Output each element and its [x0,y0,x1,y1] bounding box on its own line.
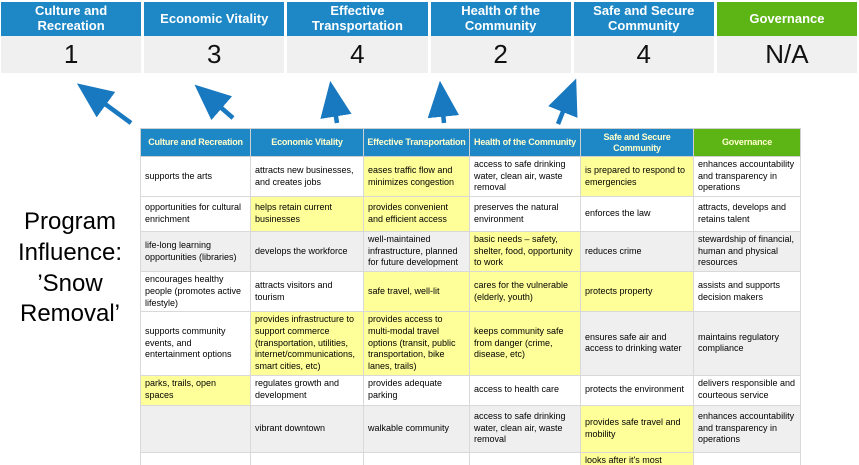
up-arrow-icon [194,84,235,121]
matrix-cell: keeps community safe from danger (crime,… [469,311,581,376]
matrix-cell: provides infrastructure to support comme… [250,311,364,376]
matrix-cell [693,451,801,465]
up-arrow-icon [320,80,352,124]
matrix-cell [250,451,364,465]
matrix-cell: maintains regulatory compliance [693,311,801,376]
matrix-cell: enhances accountability and transparency… [693,404,801,453]
matrix-cell: helps retain current businesses [250,196,364,233]
table-row: supports the arts attracts new businesses… [140,155,801,198]
matrix-cell: attracts new businesses, and creates job… [250,155,364,198]
matrix-cell: attracts, develops and retains talent [693,196,801,233]
matrix-cell: parks, trails, open spaces [140,374,251,406]
matrix-cell: regulates growth and development [250,374,364,406]
matrix-cell: eases traffic flow and minimizes congest… [363,155,470,198]
table-header-row: Culture and Recreation Economic Vitality E… [140,128,801,157]
banner-header-economic-vitality: Economic Vitality [144,2,285,36]
matrix-cell: supports community events, and entertain… [140,311,251,376]
matrix-cell: enforces the law [580,196,694,233]
influence-matrix: Culture and Recreation Economic Vitality E… [140,128,801,465]
banner-column-culture-and-recreation: Culture and Recreation 1 [1,2,142,73]
score-banner: Culture and Recreation 1 Economic Vitality… [1,2,857,73]
table-row: supports community events, and entertain… [140,311,801,376]
matrix-cell: access to safe drinking water, clean air… [469,155,581,198]
matrix-cell: basic needs – safety, shelter, food, opp… [469,231,581,273]
banner-header-safe-and-secure-community: Safe and Secure Community [573,2,714,36]
column-header-safe-and-secure-community: Safe and Secure Community [580,128,694,157]
column-header-economic-vitality: Economic Vitality [250,128,364,157]
banner-score-safe-and-secure-community: 4 [573,36,714,73]
up-arrow-icon [76,83,133,125]
column-header-effective-transportation: Effective Transportation [363,128,470,157]
banner-column-effective-transportation: Effective Transportation 4 [287,2,428,73]
banner-header-culture-and-recreation: Culture and Recreation [1,2,142,36]
matrix-cell: protects the environment [580,374,694,406]
table-row: vibrant downtown walkable community access… [140,404,801,453]
table-row: opportunities for cultural enrichment hel… [140,196,801,233]
banner-score-economic-vitality: 3 [144,36,285,73]
matrix-cell: safe travel, well-lit [363,271,470,313]
matrix-cell: protects property [580,271,694,313]
banner-score-governance: N/A [716,36,857,73]
banner-header-health-of-the-community: Health of the Community [430,2,571,36]
matrix-cell: encourages healthy people (promotes acti… [140,271,251,313]
column-header-health-of-the-community: Health of the Community [469,128,581,157]
matrix-cell: ensures safe air and access to drinking … [580,311,694,376]
matrix-cell: reduces crime [580,231,694,273]
matrix-cell: provides safe travel and mobility [580,404,694,453]
matrix-cell: supports the arts [140,155,251,198]
column-header-governance: Governance [693,128,801,157]
banner-column-safe-and-secure-community: Safe and Secure Community 4 [573,2,714,73]
matrix-cell [140,404,251,453]
matrix-cell: is prepared to respond to emergencies [580,155,694,198]
matrix-cell: stewardship of financial, human and phys… [693,231,801,273]
banner-column-economic-vitality: Economic Vitality 3 [144,2,285,73]
banner-score-culture-and-recreation: 1 [1,36,142,73]
matrix-cell: provides access to multi-modal travel op… [363,311,470,376]
matrix-cell: provides adequate parking [363,374,470,406]
matrix-cell: looks after it's most vulnerable [580,451,694,465]
table-row: parks, trails, open spaces regulates grow… [140,374,801,406]
matrix-cell [140,451,251,465]
matrix-cell: preserves the natural environment [469,196,581,233]
matrix-cell: opportunities for cultural enrichment [140,196,251,233]
matrix-cell: life-long learning opportunities (librar… [140,231,251,273]
banner-header-governance: Governance [716,2,857,36]
table-row: looks after it's most vulnerable [140,451,801,465]
column-header-culture-and-recreation: Culture and Recreation [140,128,251,157]
table-row: encourages healthy people (promotes acti… [140,271,801,313]
matrix-cell: develops the workforce [250,231,364,273]
table-row: life-long learning opportunities (librar… [140,231,801,273]
matrix-cell: provides convenient and efficient access [363,196,470,233]
matrix-cell: attracts visitors and tourism [250,271,364,313]
banner-column-governance: Governance N/A [716,2,857,73]
matrix-cell: walkable community [363,404,470,453]
matrix-cell: assists and supports decision makers [693,271,801,313]
banner-header-effective-transportation: Effective Transportation [287,2,428,36]
program-influence-label: Program Influence: ’Snow Removal’ [17,208,123,328]
banner-column-health-of-the-community: Health of the Community 2 [430,2,571,73]
matrix-cell: well-maintained infrastructure, planned … [363,231,470,273]
matrix-cell: vibrant downtown [250,404,364,453]
matrix-cell [469,451,581,465]
matrix-cell: delivers responsible and courteous servi… [693,374,801,406]
matrix-cell: enhances accountability and transparency… [693,155,801,198]
banner-score-effective-transportation: 4 [287,36,428,73]
up-arrow-icon [427,80,460,124]
matrix-cell [363,451,470,465]
up-arrow-icon [548,78,578,125]
banner-score-health-of-the-community: 2 [430,36,571,73]
matrix-cell: access to health care [469,374,581,406]
matrix-cell: cares for the vulnerable (elderly, youth… [469,271,581,313]
influence-table: Culture and Recreation Economic Vitality E… [140,128,801,465]
matrix-cell: access to safe drinking water, clean air… [469,404,581,453]
